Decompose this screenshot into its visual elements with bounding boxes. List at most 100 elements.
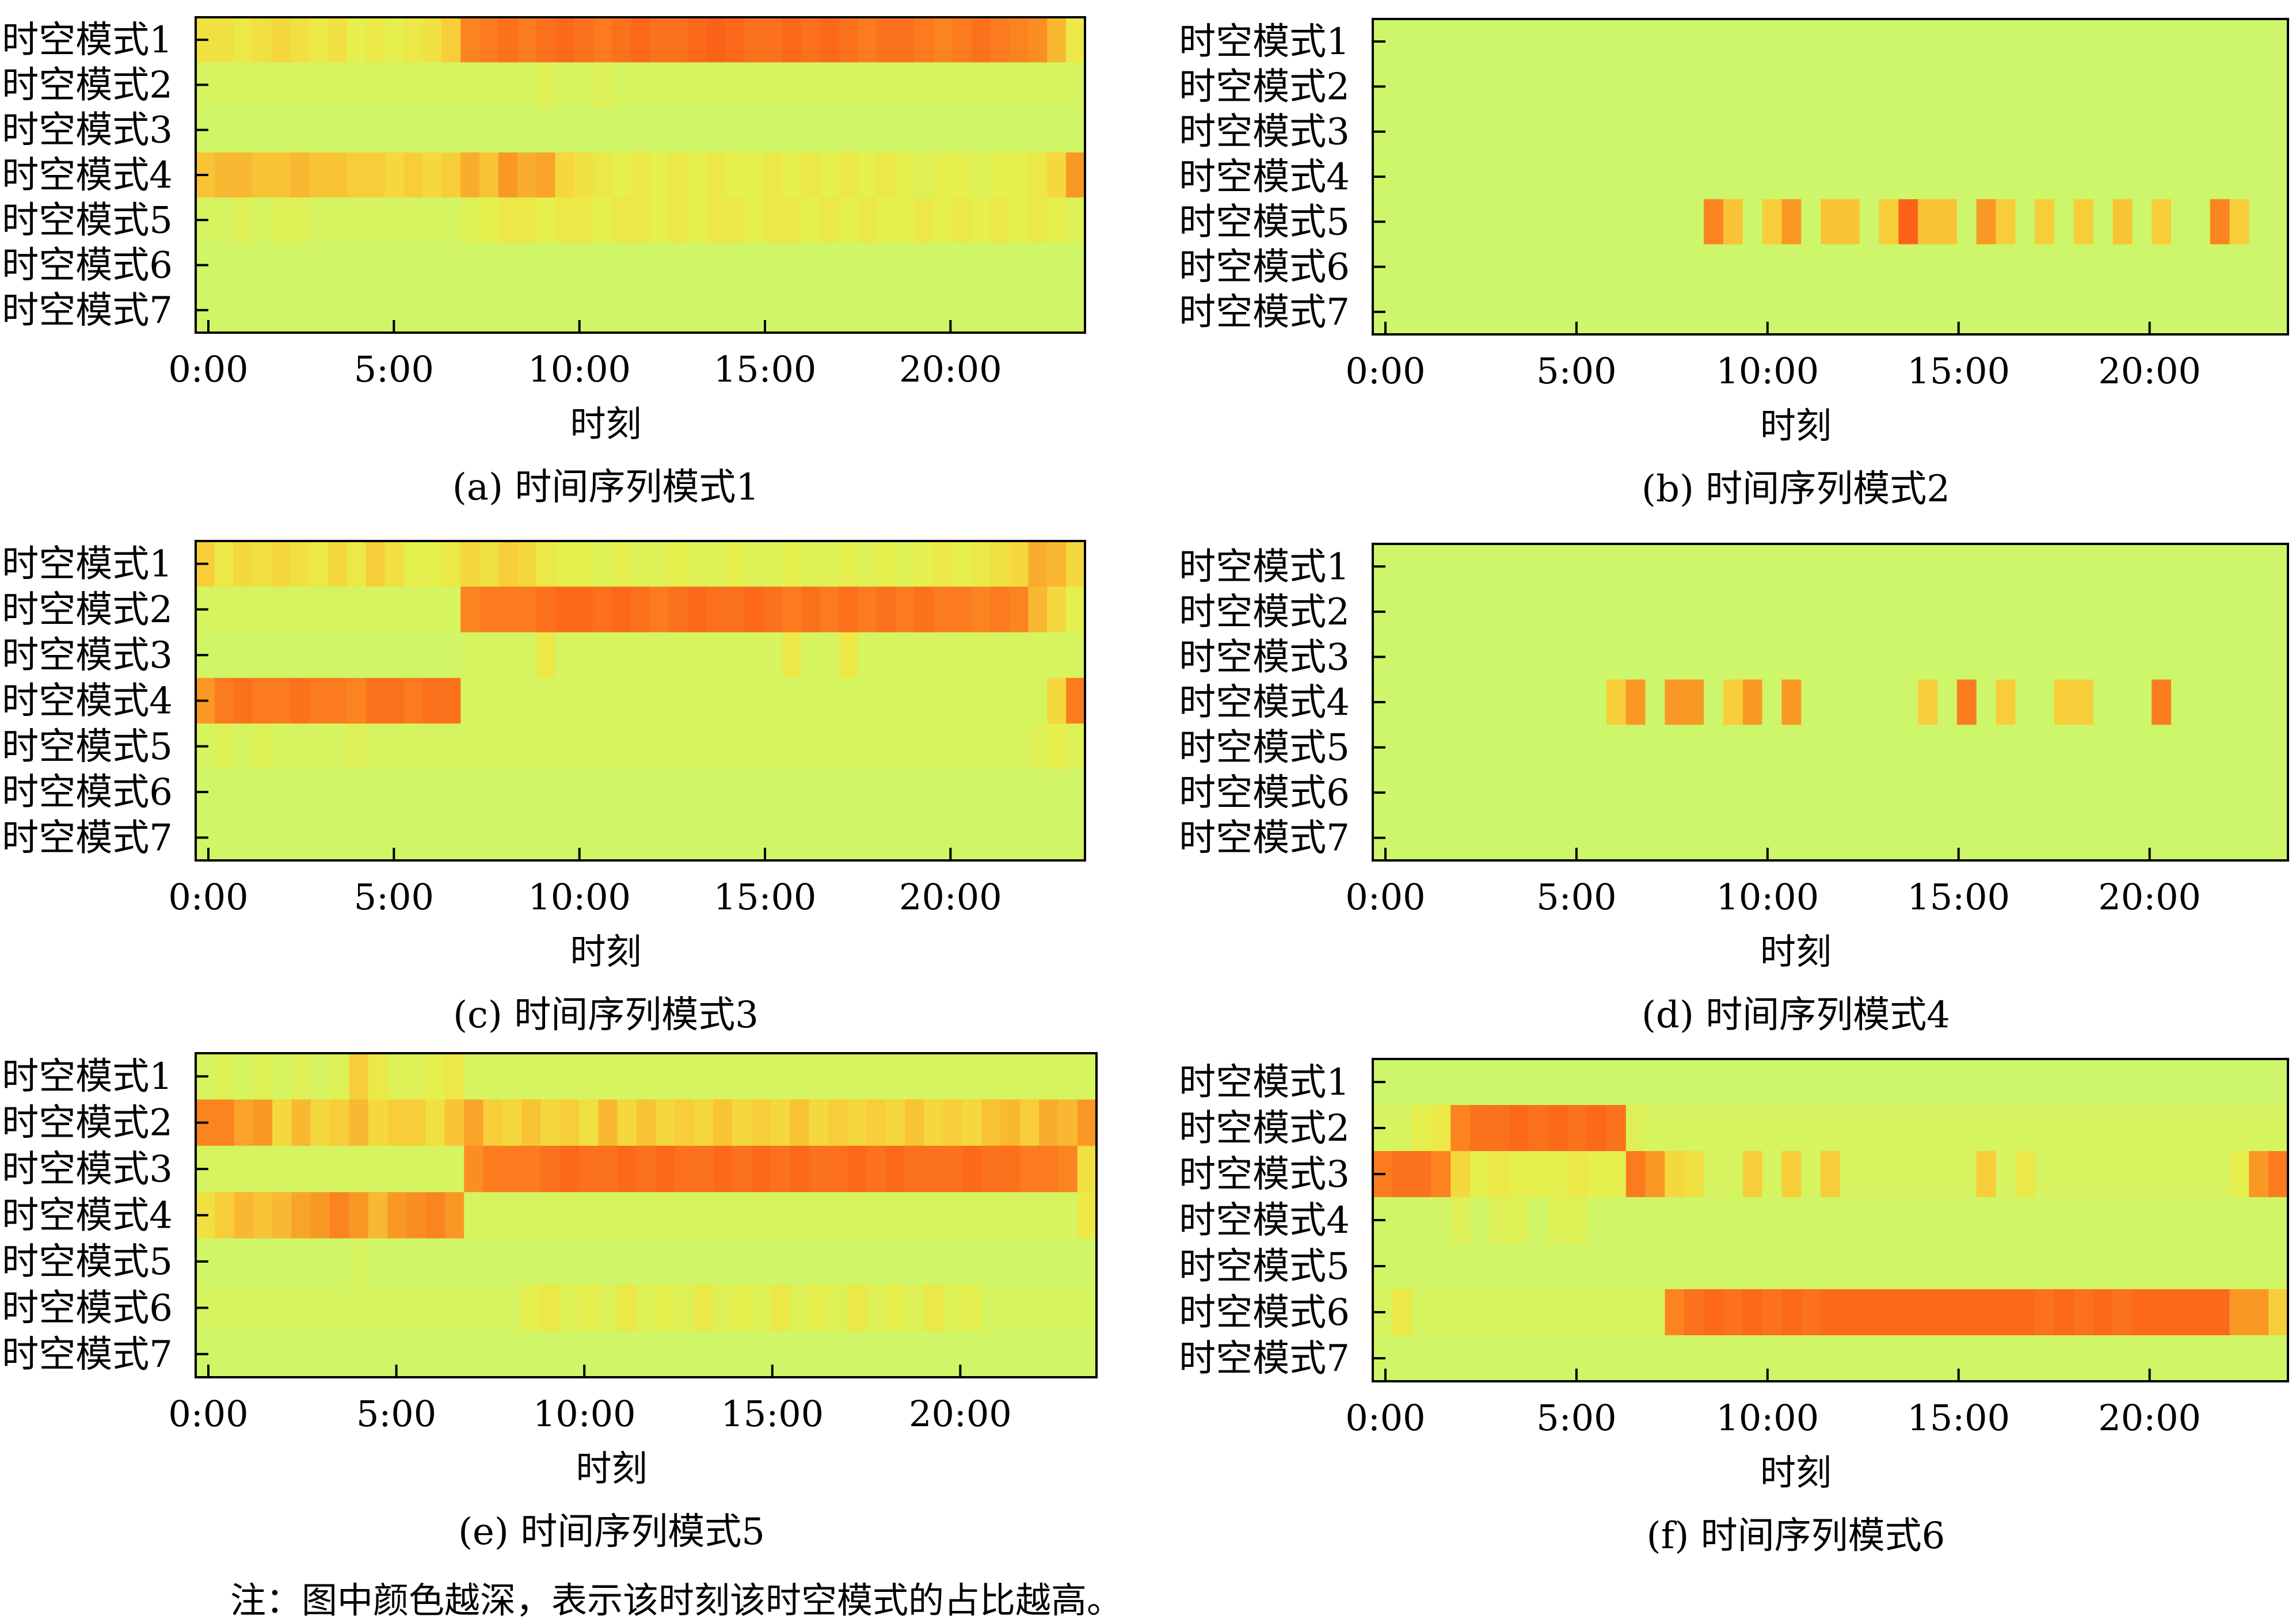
heatmap-cell bbox=[330, 1192, 350, 1239]
heatmap-cell bbox=[479, 586, 499, 633]
heatmap-cell bbox=[214, 632, 234, 679]
heatmap-cell bbox=[1431, 289, 1452, 335]
heatmap-cell bbox=[1431, 64, 1452, 110]
heatmap-cell bbox=[1470, 199, 1490, 245]
heatmap-cell bbox=[1077, 1053, 1097, 1100]
heatmap-cell bbox=[234, 1145, 254, 1193]
heatmap-cell bbox=[330, 1099, 350, 1146]
heatmap-cell bbox=[981, 1285, 1002, 1332]
heatmap-cell bbox=[1821, 1197, 1841, 1244]
heatmap-cell bbox=[1762, 1105, 1783, 1152]
heatmap-cell bbox=[687, 17, 707, 63]
heatmap-cell bbox=[2054, 154, 2074, 200]
heatmap-cell bbox=[1996, 544, 2016, 590]
heatmap-cell bbox=[971, 632, 991, 679]
heatmap-cell bbox=[387, 1099, 408, 1146]
heatmap-cell bbox=[252, 677, 272, 724]
heatmap-cell bbox=[915, 586, 934, 633]
heatmap-cell bbox=[649, 586, 669, 633]
x-axis-label: 时刻 bbox=[1760, 405, 1832, 447]
heatmap-cell bbox=[1431, 1335, 1452, 1382]
heatmap-cell bbox=[943, 1238, 963, 1285]
heatmap-cell bbox=[962, 1285, 983, 1332]
heatmap-cell bbox=[2210, 154, 2230, 200]
heatmap-cell bbox=[1665, 679, 1685, 726]
heatmap-cell bbox=[915, 723, 934, 770]
heatmap-cell bbox=[1762, 1151, 1783, 1198]
heatmap-cell bbox=[1392, 1289, 1412, 1336]
heatmap-cell bbox=[2112, 679, 2133, 726]
heatmap-cell bbox=[1898, 199, 1919, 245]
heatmap-cell bbox=[1509, 64, 1529, 110]
heatmap-cell bbox=[2171, 769, 2191, 816]
heatmap-cell bbox=[1684, 634, 1704, 680]
heatmap-cell bbox=[598, 1053, 618, 1100]
heatmap-cell bbox=[905, 1099, 925, 1146]
heatmap-cell bbox=[1996, 1243, 2016, 1290]
heatmap-cell bbox=[1801, 1105, 1821, 1152]
heatmap-cell bbox=[1548, 64, 1568, 110]
heatmap-cell bbox=[234, 1192, 254, 1239]
heatmap-cell bbox=[1606, 244, 1627, 290]
heatmap-cell bbox=[460, 723, 480, 770]
heatmap-cell bbox=[801, 287, 821, 333]
heatmap-cell bbox=[271, 242, 291, 288]
heatmap-cell bbox=[1509, 815, 1529, 861]
heatmap-cell bbox=[271, 152, 291, 198]
heatmap-cell bbox=[1528, 815, 1549, 861]
heatmap-cell bbox=[1898, 1197, 1919, 1244]
heatmap-cell bbox=[2229, 109, 2250, 155]
heatmap-cell bbox=[464, 1053, 484, 1100]
heatmap-cell bbox=[1528, 289, 1549, 335]
heatmap-cell bbox=[885, 1238, 905, 1285]
heatmap-cell bbox=[347, 197, 367, 243]
heatmap-cell bbox=[631, 723, 650, 770]
heatmap-cell bbox=[617, 1331, 637, 1378]
heatmap-cell bbox=[801, 632, 821, 679]
heatmap-cell bbox=[2132, 1059, 2152, 1106]
heatmap-cell bbox=[1956, 1243, 1977, 1290]
heatmap-cell bbox=[1665, 1197, 1685, 1244]
heatmap-cell bbox=[1392, 109, 1412, 155]
heatmap-cell bbox=[1918, 634, 1938, 680]
heatmap-cell bbox=[2132, 544, 2152, 590]
heatmap-cell bbox=[1937, 64, 1958, 110]
heatmap-cell bbox=[1058, 1192, 1078, 1239]
heatmap-cell bbox=[2132, 769, 2152, 816]
heatmap-cell bbox=[1411, 64, 1432, 110]
heatmap-cell bbox=[1587, 544, 1607, 590]
heatmap-cell bbox=[820, 62, 840, 108]
heatmap-cell bbox=[1781, 199, 1802, 245]
heatmap-cell bbox=[1996, 1289, 2016, 1336]
heatmap-cell bbox=[1587, 109, 1607, 155]
heatmap-cell bbox=[2210, 64, 2230, 110]
heatmap-cell bbox=[1625, 1289, 1646, 1336]
heatmap-cell bbox=[1879, 1197, 1899, 1244]
heatmap-cell bbox=[1996, 154, 2016, 200]
heatmap-cell bbox=[1937, 1289, 1958, 1336]
heatmap-cell bbox=[631, 814, 650, 861]
heatmap-cell bbox=[1762, 1243, 1783, 1290]
heatmap-cell bbox=[1723, 544, 1743, 590]
heatmap-cell bbox=[215, 1099, 235, 1146]
heatmap-cell bbox=[2132, 19, 2152, 65]
heatmap-cell bbox=[1625, 1197, 1646, 1244]
heatmap-cell bbox=[2229, 544, 2250, 590]
heatmap-cell bbox=[2249, 19, 2269, 65]
heatmap-cell bbox=[2015, 769, 2036, 816]
heatmap-cell bbox=[687, 242, 707, 288]
heatmap-cell bbox=[839, 17, 859, 63]
heatmap-cell bbox=[2035, 1151, 2055, 1198]
heatmap-cell bbox=[1489, 109, 1510, 155]
heatmap-cell bbox=[540, 1238, 561, 1285]
heatmap-cell bbox=[839, 632, 859, 679]
heatmap-cell bbox=[801, 242, 821, 288]
heatmap-cell bbox=[1742, 634, 1763, 680]
heatmap-cell bbox=[253, 1331, 273, 1378]
heatmap-cell bbox=[820, 723, 840, 770]
heatmap-cell bbox=[498, 242, 518, 288]
heatmap-cell bbox=[349, 1331, 369, 1378]
heatmap-cell bbox=[782, 152, 802, 198]
heatmap-cell bbox=[253, 1145, 273, 1193]
heatmap-cell bbox=[1996, 815, 2016, 861]
